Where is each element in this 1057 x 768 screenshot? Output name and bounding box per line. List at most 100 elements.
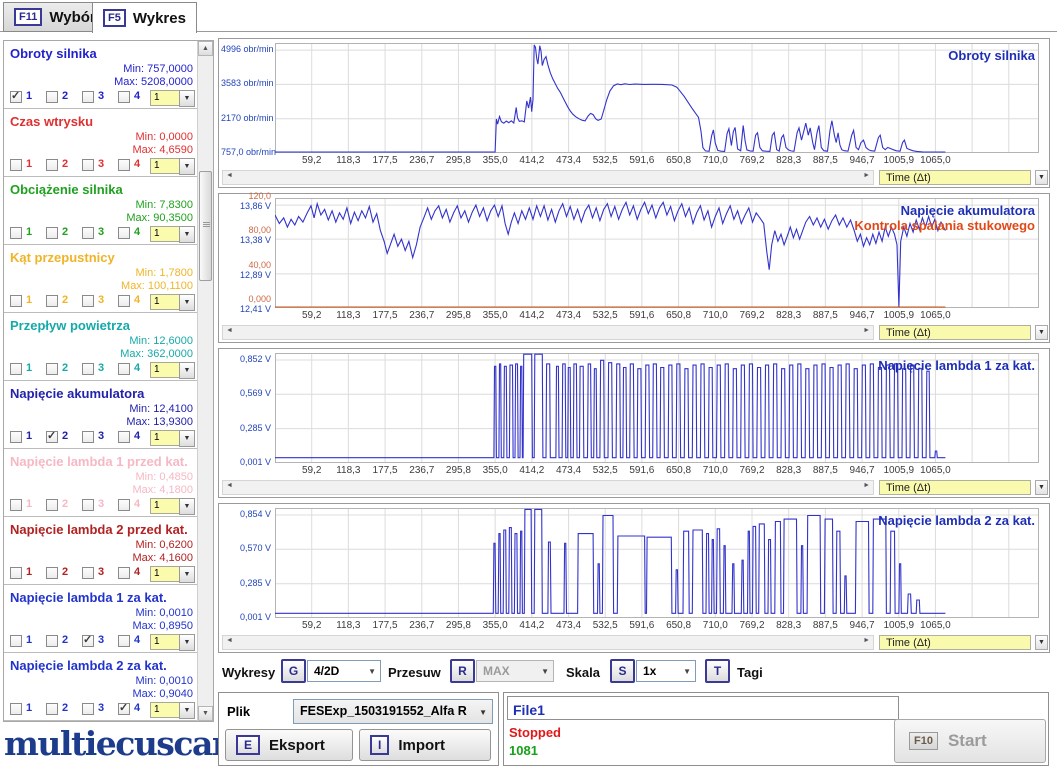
slot-checkbox[interactable]: [118, 363, 130, 375]
time-axis-combo[interactable]: Time (Δt): [879, 170, 1031, 185]
slot-checkbox[interactable]: [46, 703, 58, 715]
slot-checkbox[interactable]: [118, 159, 130, 171]
slot-checkbox[interactable]: [82, 567, 94, 579]
chart-hscrollbar[interactable]: ◄ ►: [222, 480, 874, 495]
combo-arrow-icon[interactable]: ▼: [1035, 635, 1048, 650]
scroll-right-icon[interactable]: ►: [863, 327, 870, 334]
scroll-up-icon[interactable]: ▲: [198, 41, 213, 56]
skala-combo[interactable]: 1x ▼: [636, 660, 696, 682]
slot-select-value[interactable]: 1: [150, 226, 181, 242]
slot-checkbox[interactable]: [10, 703, 22, 715]
slot-select-arrow-icon[interactable]: ▼: [179, 158, 195, 175]
slot-select-value[interactable]: 1: [150, 702, 181, 718]
scroll-down-icon[interactable]: ▼: [198, 706, 213, 721]
scrollbar-thumb[interactable]: [199, 171, 212, 281]
slot-checkbox[interactable]: [10, 431, 22, 443]
slot-select-arrow-icon[interactable]: ▼: [179, 498, 195, 515]
slot-select-value[interactable]: 1: [150, 566, 181, 582]
combo-arrow-icon[interactable]: ▼: [1035, 480, 1048, 495]
import-button[interactable]: I Import: [359, 729, 491, 761]
slot-checkbox[interactable]: [46, 227, 58, 239]
slot-checkbox[interactable]: [10, 567, 22, 579]
slot-number-label: 3: [98, 90, 105, 102]
tab-wybor[interactable]: F11 Wybór: [3, 2, 107, 32]
slot-checkbox[interactable]: ✓: [10, 90, 22, 103]
slot-checkbox[interactable]: [118, 295, 130, 307]
chart-hscrollbar[interactable]: ◄ ►: [222, 325, 874, 340]
slot-checkbox[interactable]: [46, 159, 58, 171]
slot-select-arrow-icon[interactable]: ▼: [179, 430, 195, 447]
slot-select-arrow-icon[interactable]: ▼: [179, 90, 195, 107]
slot-checkbox[interactable]: ✓: [118, 702, 130, 715]
chart-hscrollbar[interactable]: ◄ ►: [222, 170, 874, 185]
file-name-input[interactable]: [507, 696, 899, 720]
slot-checkbox[interactable]: [10, 499, 22, 511]
slot-checkbox[interactable]: [46, 635, 58, 647]
slot-select-arrow-icon[interactable]: ▼: [179, 226, 195, 243]
slot-checkbox[interactable]: [46, 91, 58, 103]
eksport-button[interactable]: E Eksport: [225, 729, 353, 761]
slot-select-value[interactable]: 1: [150, 634, 181, 650]
slot-checkbox[interactable]: [118, 499, 130, 511]
slot-checkbox[interactable]: ✓: [82, 634, 94, 647]
time-axis-combo[interactable]: Time (Δt): [879, 480, 1031, 495]
scroll-right-icon[interactable]: ►: [863, 482, 870, 489]
slot-checkbox[interactable]: [82, 295, 94, 307]
check-icon: ✓: [83, 634, 93, 646]
slot-checkbox[interactable]: [118, 431, 130, 443]
time-axis-combo[interactable]: Time (Δt): [879, 325, 1031, 340]
slot-select-value[interactable]: 1: [150, 362, 181, 378]
slot-select-value[interactable]: 1: [150, 158, 181, 174]
start-button[interactable]: F10 Start: [894, 719, 1046, 763]
r-key-button[interactable]: R: [450, 659, 475, 683]
t-key-button[interactable]: T: [705, 659, 730, 683]
slot-checkbox[interactable]: [82, 703, 94, 715]
slot-checkbox[interactable]: [10, 227, 22, 239]
scroll-right-icon[interactable]: ►: [863, 637, 870, 644]
slot-select-value[interactable]: 1: [150, 430, 181, 446]
chart-hscrollbar[interactable]: ◄ ►: [222, 635, 874, 650]
slot-checkbox[interactable]: [118, 567, 130, 579]
slot-checkbox[interactable]: [46, 567, 58, 579]
slot-select-arrow-icon[interactable]: ▼: [179, 362, 195, 379]
scroll-left-icon[interactable]: ◄: [226, 482, 233, 489]
slot-select-arrow-icon[interactable]: ▼: [179, 566, 195, 583]
combo-arrow-icon[interactable]: ▼: [1035, 170, 1048, 185]
combo-arrow-icon[interactable]: ▼: [1035, 325, 1048, 340]
slot-checkbox[interactable]: [82, 431, 94, 443]
wykresy-combo[interactable]: 4/2D ▼: [307, 660, 381, 682]
slot-checkbox[interactable]: [46, 499, 58, 511]
slot-checkbox[interactable]: [46, 363, 58, 375]
scroll-right-icon[interactable]: ►: [863, 172, 870, 179]
slot-checkbox[interactable]: [82, 227, 94, 239]
slot-select-arrow-icon[interactable]: ▼: [179, 634, 195, 651]
time-axis-combo[interactable]: Time (Δt): [879, 635, 1031, 650]
scroll-left-icon[interactable]: ◄: [226, 637, 233, 644]
slot-checkbox[interactable]: ✓: [46, 430, 58, 443]
y-axis-label: 757,0 obr/min: [221, 147, 277, 157]
sidebar-scrollbar[interactable]: ▲ ▼: [197, 41, 213, 721]
s-key-button[interactable]: S: [610, 659, 635, 683]
slot-select-value[interactable]: 1: [150, 90, 181, 106]
g-key-button[interactable]: G: [281, 659, 306, 683]
slot-checkbox[interactable]: [10, 295, 22, 307]
slot-checkbox[interactable]: [118, 227, 130, 239]
tab-wykres[interactable]: F5 Wykres: [92, 2, 197, 33]
slot-select-value[interactable]: 1: [150, 294, 181, 310]
slot-checkbox[interactable]: [118, 91, 130, 103]
slot-select-value[interactable]: 1: [150, 498, 181, 514]
slot-checkbox[interactable]: [82, 91, 94, 103]
slot-checkbox[interactable]: [82, 363, 94, 375]
slot-checkbox[interactable]: [10, 363, 22, 375]
scroll-left-icon[interactable]: ◄: [226, 327, 233, 334]
slot-checkbox[interactable]: [10, 159, 22, 171]
slot-checkbox[interactable]: [82, 159, 94, 171]
slot-checkbox[interactable]: [82, 499, 94, 511]
slot-checkbox[interactable]: [46, 295, 58, 307]
scroll-left-icon[interactable]: ◄: [226, 172, 233, 179]
slot-select-arrow-icon[interactable]: ▼: [179, 294, 195, 311]
slot-checkbox[interactable]: [10, 635, 22, 647]
slot-checkbox[interactable]: [118, 635, 130, 647]
slot-select-arrow-icon[interactable]: ▼: [179, 702, 195, 719]
file-combo[interactable]: FESExp_1503191552_Alfa R ▼: [293, 699, 493, 724]
